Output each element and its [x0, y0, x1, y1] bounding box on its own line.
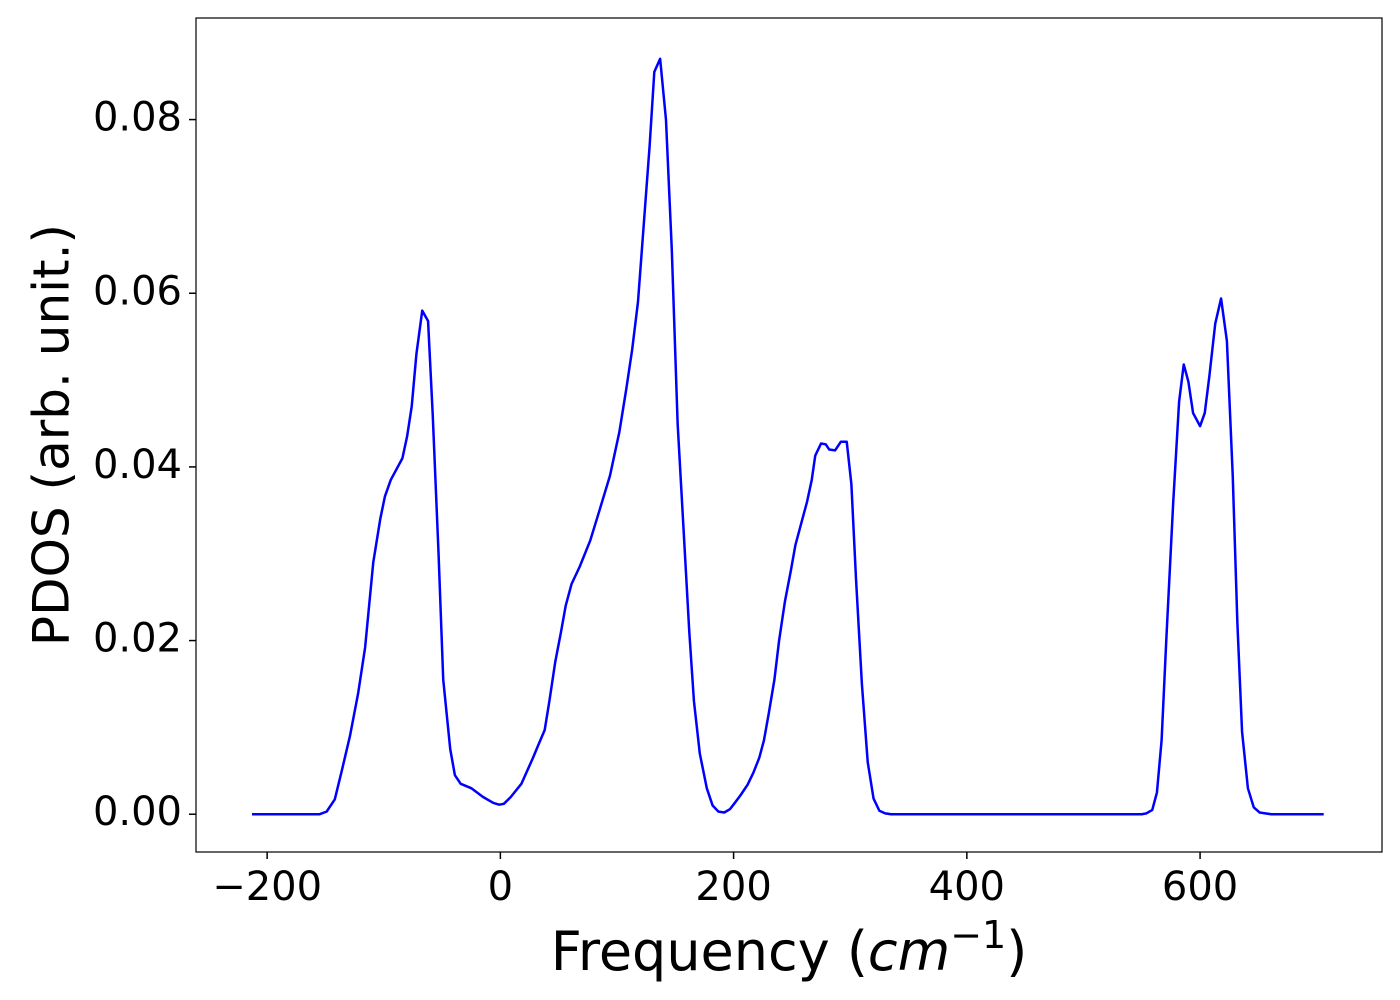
- x-axis-label-part: Frequency (: [551, 920, 868, 983]
- pdos-line: [251, 57, 1324, 816]
- x-axis-label-part: −1: [950, 913, 1006, 957]
- y-tick-label: 0.08: [93, 95, 182, 141]
- y-tick-label: 0.04: [93, 442, 182, 488]
- y-tick-label: 0.02: [93, 616, 182, 662]
- plot-frame: [195, 17, 1383, 853]
- y-tick-label: 0.06: [93, 268, 182, 314]
- x-axis-label-part: ): [1006, 920, 1027, 983]
- x-tick-label: 0: [488, 864, 513, 910]
- x-tick-label: 600: [1162, 864, 1238, 910]
- x-tick-label: −200: [212, 864, 322, 910]
- x-tick-label: 200: [695, 864, 771, 910]
- x-axis-label-part: cm: [868, 920, 950, 983]
- x-tick-label: 400: [929, 864, 1005, 910]
- y-tick-label: 0.00: [93, 789, 182, 835]
- x-axis-label: Frequency (cm−1): [551, 913, 1028, 983]
- y-axis-label: PDOS (arb. unit.): [23, 224, 81, 646]
